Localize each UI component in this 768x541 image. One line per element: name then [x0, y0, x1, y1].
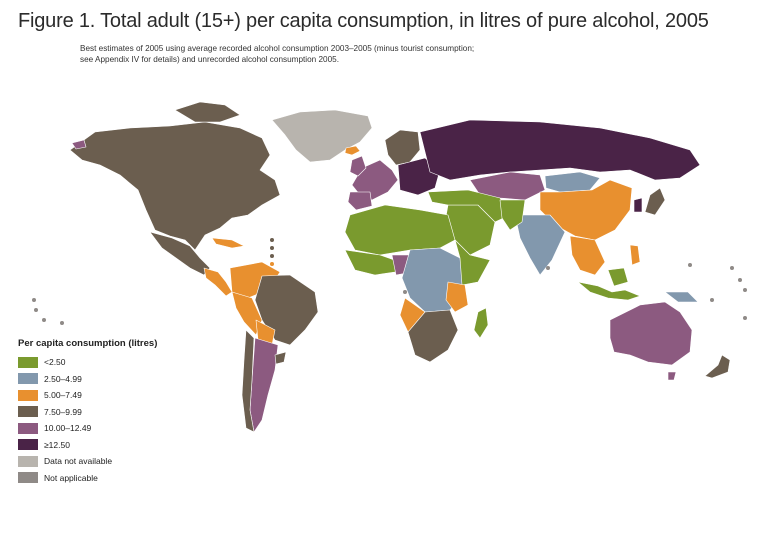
legend-swatch: [18, 422, 38, 434]
region-tasmania: [667, 371, 677, 381]
region-uk: [349, 155, 367, 177]
region-turkey-iran: [427, 189, 511, 223]
legend-item: 7.50–9.99: [18, 404, 157, 421]
region-iceland: [344, 145, 361, 156]
region-uruguay: [274, 351, 287, 365]
legend-item: Not applicable: [18, 470, 157, 487]
region-japan: [644, 187, 666, 216]
legend-label: 7.50–9.99: [44, 406, 82, 417]
legend-label: 10.00–12.49: [44, 423, 92, 434]
legend-label: Data not available: [44, 456, 113, 467]
region-borneo: [607, 267, 629, 287]
legend-item: <2.50: [18, 354, 157, 371]
legend-swatch: [18, 472, 38, 484]
region-argentina: [249, 337, 279, 433]
region-madagascar: [473, 307, 489, 339]
legend-label: 2.50–4.99: [44, 373, 82, 384]
region-north-africa: [344, 204, 456, 256]
figure-title: Figure 1. Total adult (15+) per capita c…: [18, 10, 709, 32]
legend-label: 5.00–7.49: [44, 390, 82, 401]
legend-item: 5.00–7.49: [18, 387, 157, 404]
legend-swatch: [18, 455, 38, 467]
region-andes: [231, 291, 263, 336]
legend-label: Not applicable: [44, 472, 98, 483]
small-island-markers: [32, 238, 747, 325]
region-png: [664, 291, 699, 303]
region-philippines: [629, 244, 641, 266]
map-legend: Per capita consumption (litres) <2.50 2.…: [18, 338, 157, 486]
legend-title: Per capita consumption (litres): [18, 338, 158, 349]
legend-swatch: [18, 373, 38, 385]
region-arctic-islands: [174, 101, 241, 123]
legend-item: Data not available: [18, 453, 157, 470]
region-korea: [633, 197, 643, 213]
legend-swatch: [18, 356, 38, 368]
legend-label: ≥12.50: [44, 439, 70, 450]
region-horn-africa: [454, 239, 491, 286]
region-new-zealand: [704, 354, 731, 379]
region-greenland: [271, 109, 373, 163]
region-mongolia: [544, 171, 601, 193]
region-caribbean: [211, 237, 245, 249]
legend-item: 10.00–12.49: [18, 420, 157, 437]
region-west-africa: [344, 249, 401, 276]
region-scandinavia: [384, 129, 421, 166]
region-pakistan: [499, 199, 526, 231]
region-north-america: [69, 121, 281, 251]
region-chile: [241, 329, 255, 433]
region-russia: [419, 119, 701, 181]
region-alaska: [71, 139, 87, 150]
subtitle-line-2: see Appendix IV for details) and unrecor…: [80, 55, 339, 64]
legend-label: <2.50: [44, 357, 66, 368]
legend-swatch: [18, 406, 38, 418]
legend-swatch: [18, 439, 38, 451]
region-central-america: [203, 267, 233, 297]
region-east-africa: [445, 281, 469, 313]
region-india: [514, 214, 566, 276]
figure-subtitle: Best estimates of 2005 using average rec…: [80, 43, 550, 65]
region-iberia: [347, 191, 373, 211]
region-australia: [609, 301, 693, 366]
subtitle-line-1: Best estimates of 2005 using average rec…: [80, 44, 475, 53]
region-southeast-asia: [569, 235, 606, 276]
legend-item: 2.50–4.99: [18, 371, 157, 388]
region-southern-africa: [407, 309, 459, 363]
region-indonesia: [577, 281, 641, 301]
legend-swatch: [18, 389, 38, 401]
legend-item: ≥12.50: [18, 437, 157, 454]
